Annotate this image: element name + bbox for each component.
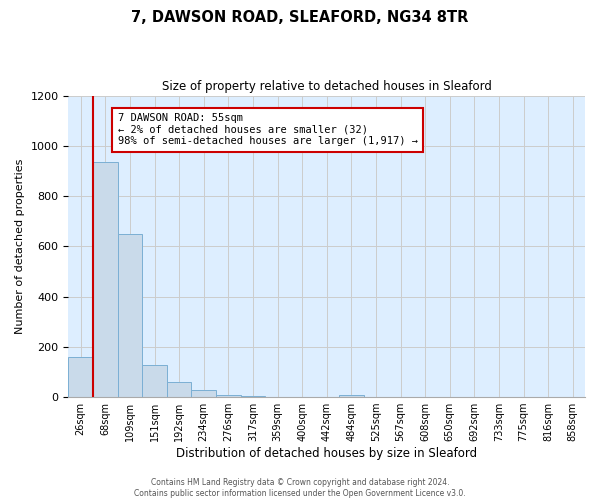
Text: Contains HM Land Registry data © Crown copyright and database right 2024.
Contai: Contains HM Land Registry data © Crown c… xyxy=(134,478,466,498)
Bar xyxy=(118,234,142,397)
Bar xyxy=(167,382,191,397)
Bar xyxy=(93,162,118,397)
Bar xyxy=(68,357,93,397)
Y-axis label: Number of detached properties: Number of detached properties xyxy=(15,158,25,334)
Text: 7, DAWSON ROAD, SLEAFORD, NG34 8TR: 7, DAWSON ROAD, SLEAFORD, NG34 8TR xyxy=(131,10,469,25)
Bar xyxy=(241,396,265,397)
Bar xyxy=(339,394,364,397)
Title: Size of property relative to detached houses in Sleaford: Size of property relative to detached ho… xyxy=(162,80,491,93)
Text: 7 DAWSON ROAD: 55sqm
← 2% of detached houses are smaller (32)
98% of semi-detach: 7 DAWSON ROAD: 55sqm ← 2% of detached ho… xyxy=(118,113,418,146)
X-axis label: Distribution of detached houses by size in Sleaford: Distribution of detached houses by size … xyxy=(176,447,477,460)
Bar xyxy=(216,395,241,397)
Bar xyxy=(191,390,216,397)
Bar xyxy=(142,365,167,397)
